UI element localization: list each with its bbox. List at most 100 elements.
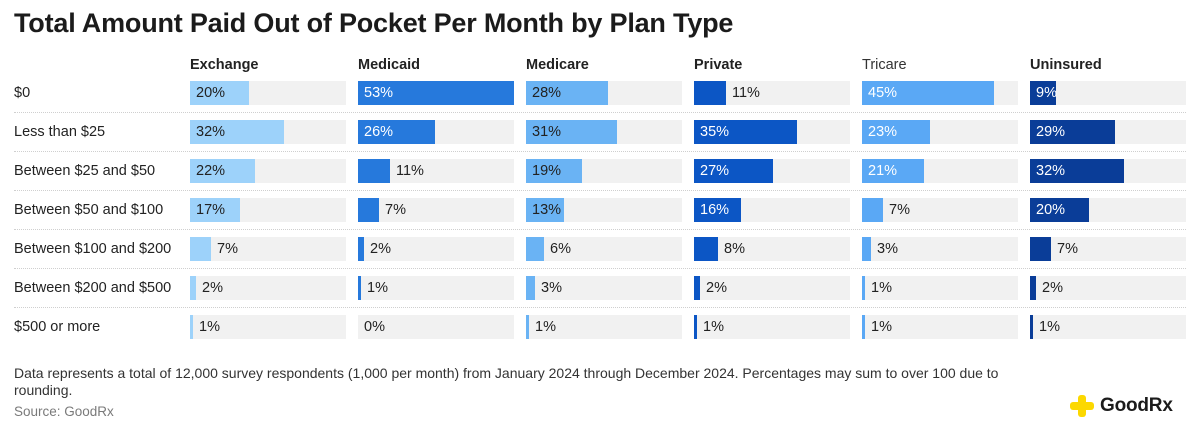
- data-label: 21%: [868, 163, 898, 179]
- bar-track: [526, 237, 682, 261]
- goodrx-logo: GoodRx: [1070, 395, 1173, 417]
- data-label: 11%: [732, 85, 760, 101]
- data-label: 1%: [367, 280, 388, 296]
- bar-track: [526, 276, 682, 300]
- bar: [694, 159, 773, 183]
- bar-track: [190, 276, 346, 300]
- row-separator: [14, 229, 1186, 230]
- data-label: 26%: [364, 124, 394, 140]
- row-label: Between $100 and $200: [14, 241, 172, 257]
- row-label: Between $200 and $500: [14, 280, 172, 296]
- bar: [1030, 81, 1056, 105]
- bar: [862, 81, 994, 105]
- data-label: 20%: [196, 85, 226, 101]
- bar-track: [1030, 276, 1186, 300]
- bar: [526, 276, 535, 300]
- row-separator: [14, 268, 1186, 269]
- data-label: 3%: [541, 280, 562, 296]
- bar: [1030, 237, 1051, 261]
- data-label: 45%: [868, 85, 898, 101]
- bar: [862, 237, 871, 261]
- data-label: 1%: [871, 319, 892, 335]
- bar: [526, 198, 564, 222]
- bar-track: [862, 276, 1018, 300]
- data-label: 23%: [868, 124, 898, 140]
- bar: [526, 120, 617, 144]
- column-header-uninsured: Uninsured: [1030, 57, 1102, 73]
- bar-track: [862, 198, 1018, 222]
- bar: [694, 81, 726, 105]
- bar-track: [526, 315, 682, 339]
- column-header-tricare: Tricare: [862, 57, 907, 73]
- plus-logo-icon: [1070, 395, 1094, 417]
- data-label: 11%: [396, 163, 424, 179]
- footnote: Data represents a total of 12,000 survey…: [14, 365, 999, 398]
- bar: [190, 159, 255, 183]
- row-separator: [14, 112, 1186, 113]
- data-label: 53%: [364, 85, 394, 101]
- data-label: 7%: [217, 241, 238, 257]
- bar: [190, 315, 193, 339]
- bar: [190, 120, 284, 144]
- bar: [862, 276, 865, 300]
- bar-track: [694, 276, 850, 300]
- bar: [694, 237, 718, 261]
- bar: [694, 276, 700, 300]
- data-label: 16%: [700, 202, 730, 218]
- bar: [358, 120, 435, 144]
- data-label: 8%: [724, 241, 745, 257]
- row-label: Between $50 and $100: [14, 202, 164, 218]
- bar-track: [358, 315, 514, 339]
- row-label: Between $25 and $50: [14, 163, 156, 179]
- data-label: 2%: [370, 241, 391, 257]
- data-label: 6%: [550, 241, 571, 257]
- bar: [862, 120, 930, 144]
- bar: [358, 81, 514, 105]
- bar-track: [358, 237, 514, 261]
- logo-plus-horizontal: [1070, 402, 1094, 410]
- column-header-exchange: Exchange: [190, 57, 259, 73]
- bar: [862, 198, 883, 222]
- column-header-medicaid: Medicaid: [358, 57, 421, 73]
- data-label: 1%: [199, 319, 220, 335]
- data-label: 2%: [202, 280, 223, 296]
- bar: [1030, 198, 1089, 222]
- bar: [190, 198, 240, 222]
- data-label: 7%: [1057, 241, 1078, 257]
- bar: [1030, 120, 1115, 144]
- bar: [358, 198, 379, 222]
- logo-text: GoodRx: [1100, 395, 1173, 416]
- data-label: 28%: [532, 85, 562, 101]
- bar: [358, 237, 364, 261]
- row-separator: [14, 307, 1186, 308]
- data-label: 32%: [196, 124, 226, 140]
- bar-track: [190, 315, 346, 339]
- data-label: 1%: [535, 319, 556, 335]
- data-label: 13%: [532, 202, 562, 218]
- data-label: 20%: [1036, 202, 1066, 218]
- data-label: 3%: [877, 241, 898, 257]
- bar: [1030, 159, 1124, 183]
- data-label: 7%: [889, 202, 910, 218]
- data-label: 27%: [700, 163, 730, 179]
- bar-track: [1030, 315, 1186, 339]
- data-label: 35%: [700, 124, 730, 140]
- bar: [190, 276, 196, 300]
- bar-track: [190, 237, 346, 261]
- data-label: 29%: [1036, 124, 1066, 140]
- row-separator: [14, 190, 1186, 191]
- data-label: 7%: [385, 202, 406, 218]
- bar-track: [694, 237, 850, 261]
- data-label: 32%: [1036, 163, 1066, 179]
- bar-track: [358, 198, 514, 222]
- bar: [694, 315, 697, 339]
- bar-track: [694, 315, 850, 339]
- row-label: Less than $25: [14, 124, 106, 140]
- column-header-private: Private: [694, 57, 743, 73]
- bar-track: [1030, 237, 1186, 261]
- bar: [190, 81, 249, 105]
- source-note: Source: GoodRx: [14, 404, 114, 419]
- data-label: 1%: [871, 280, 892, 296]
- bar: [1030, 315, 1033, 339]
- data-label: 22%: [196, 163, 226, 179]
